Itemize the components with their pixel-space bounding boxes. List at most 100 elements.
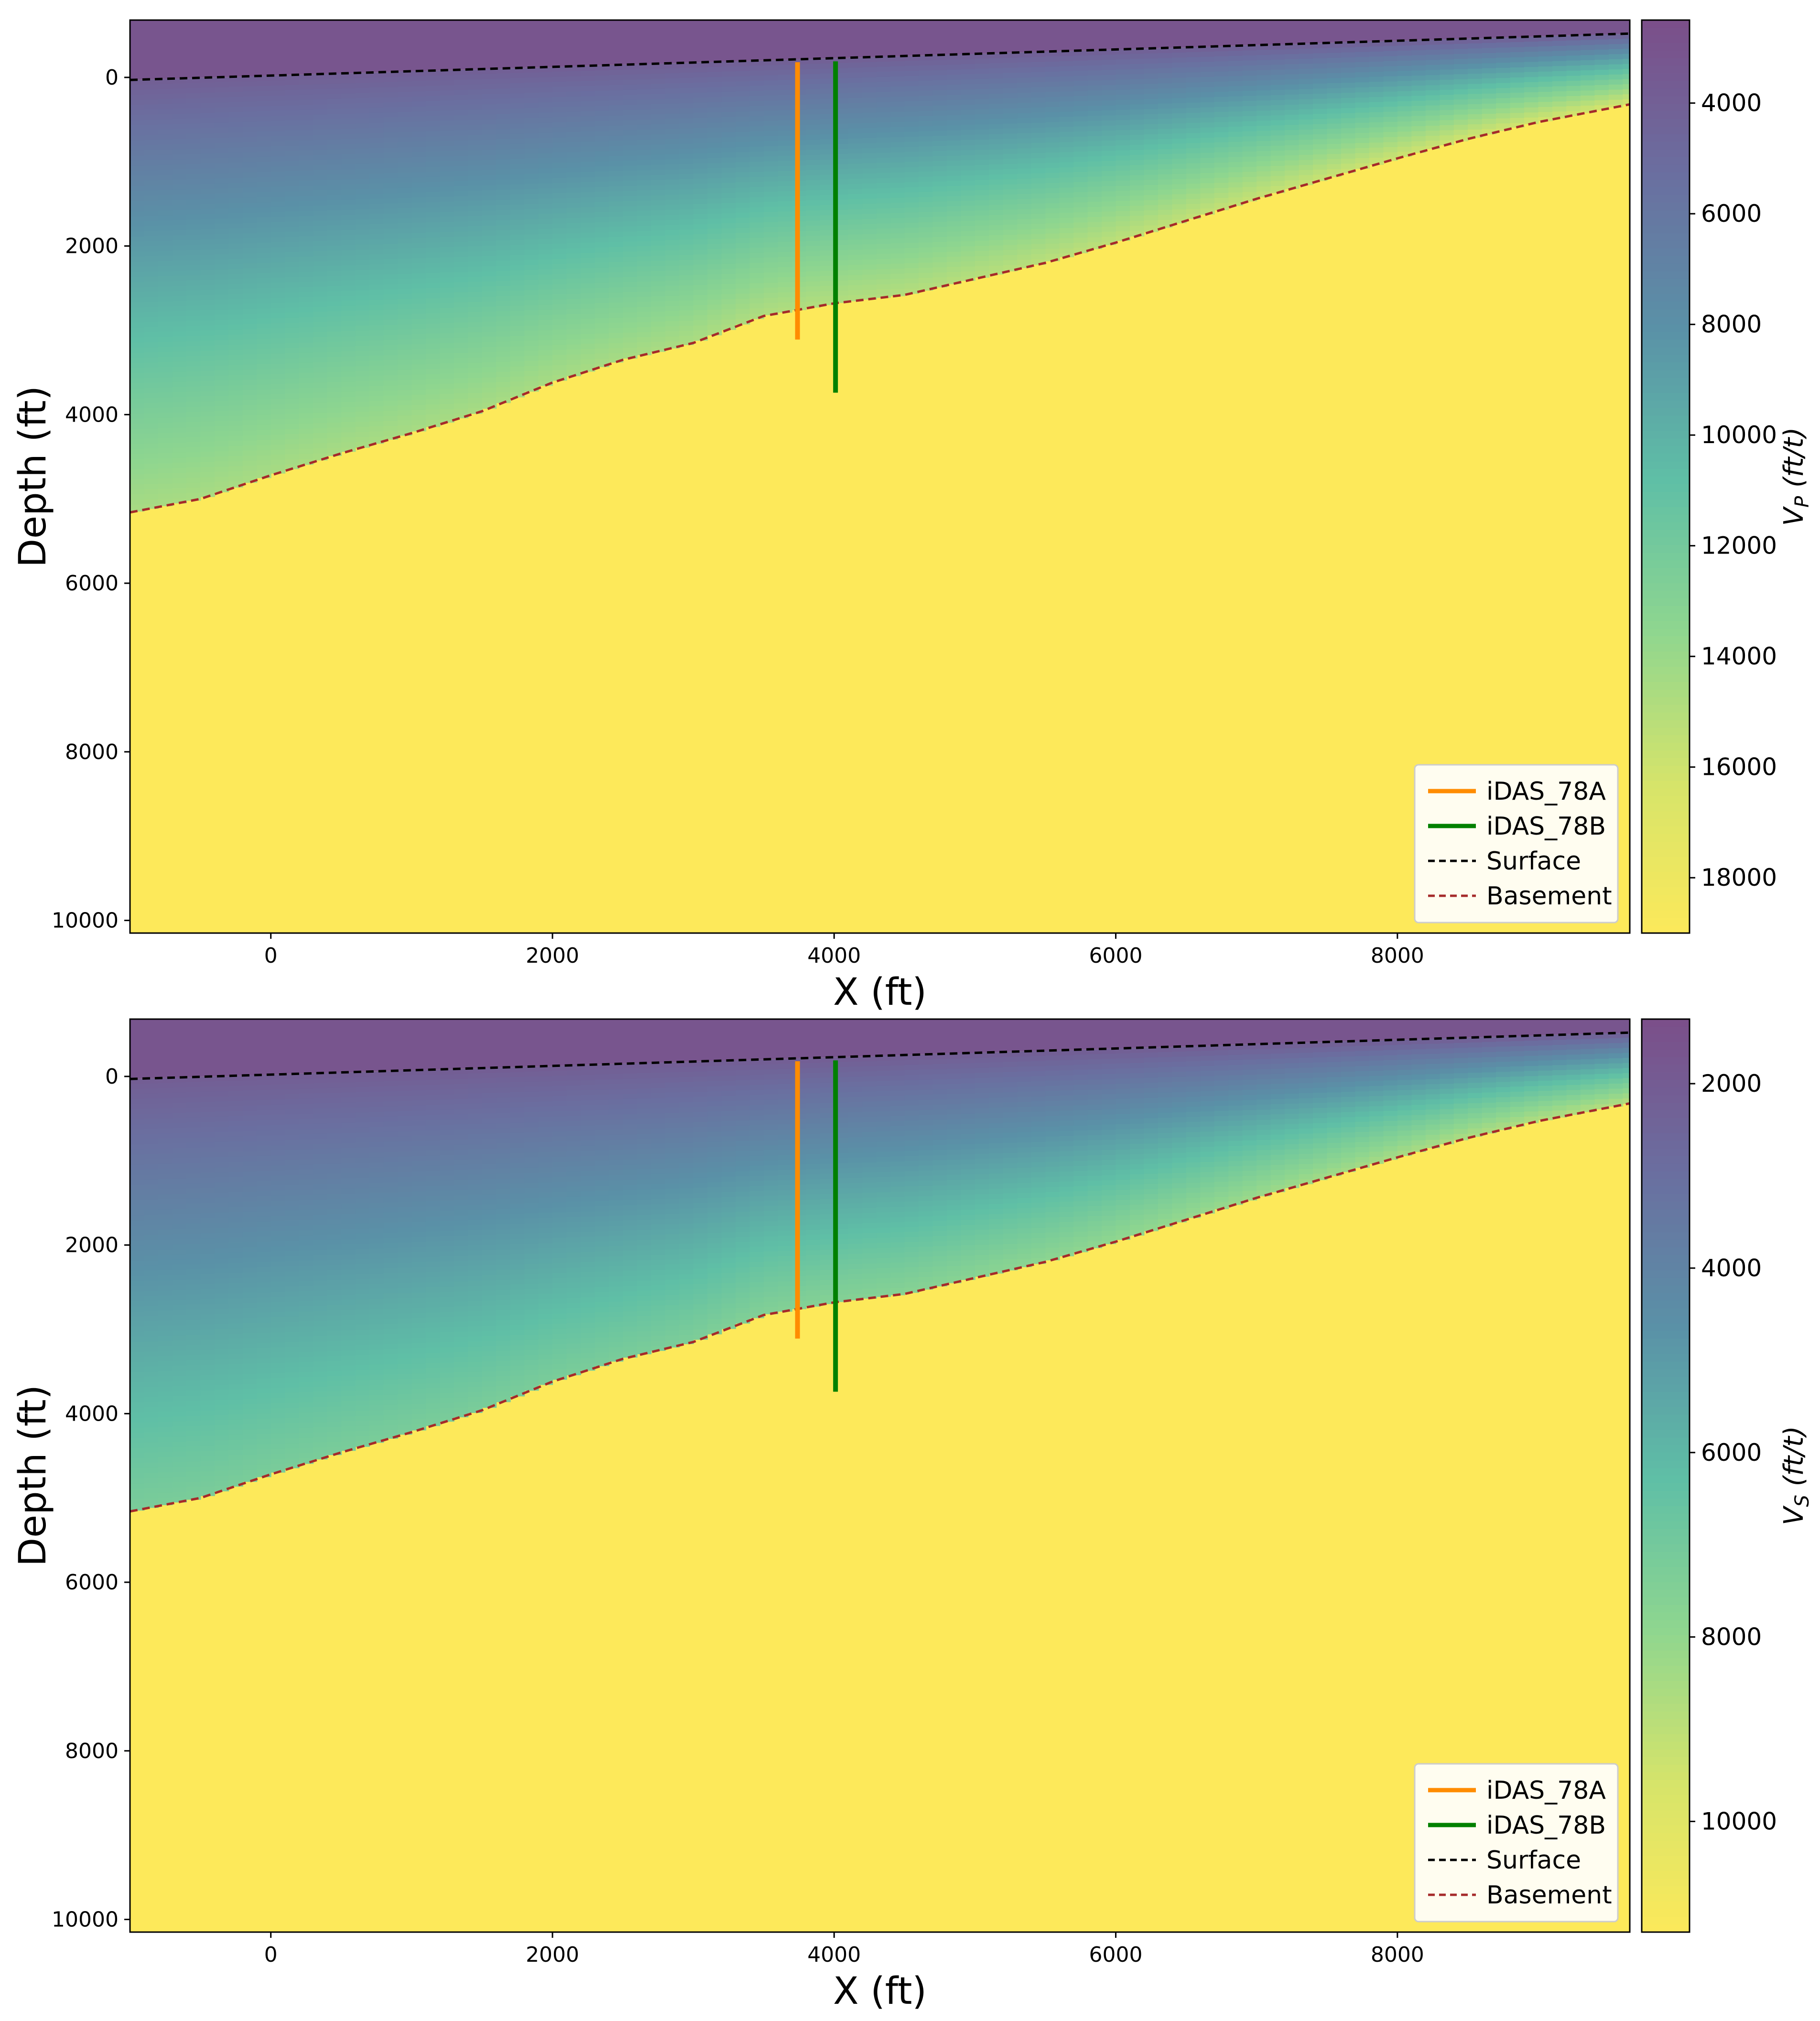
heatmap-cell — [975, 215, 990, 221]
heatmap-cell — [566, 167, 581, 173]
heatmap-cell — [144, 104, 159, 110]
heatmap-cell — [412, 404, 426, 411]
heatmap-cell — [1214, 97, 1229, 103]
heatmap-cell — [876, 137, 891, 143]
heatmap-cell — [904, 192, 920, 198]
heatmap-cell — [778, 221, 792, 228]
heatmap-cell — [707, 269, 722, 275]
heatmap-cell — [200, 87, 215, 93]
heatmap-cell — [369, 284, 384, 291]
heatmap-cell — [144, 443, 159, 449]
heatmap-cell — [904, 258, 920, 264]
heatmap-cell — [595, 116, 609, 122]
heatmap-cell — [383, 340, 398, 346]
heatmap-cell — [1144, 170, 1159, 175]
heatmap-cell — [271, 434, 286, 440]
heatmap-cell — [623, 155, 638, 161]
heatmap-cell — [130, 100, 145, 106]
heatmap-cell — [327, 139, 342, 145]
heatmap-cell — [1327, 98, 1342, 104]
heatmap-cell — [200, 376, 215, 382]
heatmap-cell — [397, 112, 412, 118]
heatmap-cell — [186, 255, 201, 261]
heatmap-cell — [735, 197, 750, 203]
heatmap-cell — [313, 230, 328, 237]
heatmap-cell — [623, 85, 638, 90]
heatmap-cell — [1017, 128, 1032, 134]
heatmap-cell — [425, 166, 441, 173]
heatmap-cell — [313, 200, 328, 206]
heatmap-cell — [707, 274, 722, 280]
heatmap-cell — [623, 191, 638, 197]
heatmap-cell — [144, 221, 159, 227]
heatmap-cell — [552, 107, 567, 113]
heatmap-cell — [1172, 83, 1187, 89]
heatmap-cell — [1242, 166, 1257, 173]
heatmap-cell — [313, 271, 328, 277]
heatmap-cell — [890, 183, 905, 188]
heatmap-cell — [538, 228, 553, 235]
heatmap-cell — [989, 169, 1004, 175]
heatmap-cell — [1130, 49, 1145, 54]
heatmap-cell — [257, 106, 271, 112]
heatmap-cell — [538, 254, 553, 260]
heatmap-cell — [707, 239, 722, 245]
heatmap-cell — [876, 198, 891, 204]
heatmap-cell — [271, 348, 286, 354]
heatmap-cell — [468, 337, 483, 343]
heatmap-cell — [904, 207, 920, 213]
heatmap-cell — [228, 243, 243, 250]
heatmap-cell — [1003, 255, 1018, 261]
heatmap-cell — [440, 181, 455, 187]
heatmap-cell — [228, 157, 243, 163]
heatmap-cell — [130, 403, 145, 409]
heatmap-cell — [1270, 171, 1286, 177]
heatmap-cell — [285, 211, 300, 217]
heatmap-cell — [172, 225, 187, 231]
heatmap-cell — [228, 380, 243, 386]
heatmap-cell — [919, 227, 933, 233]
heatmap-cell — [721, 304, 736, 310]
heatmap-cell — [425, 156, 441, 163]
heatmap-cell — [1200, 203, 1215, 209]
heatmap-cell — [946, 216, 962, 222]
heatmap-cell — [228, 279, 243, 285]
heatmap-cell — [440, 227, 455, 233]
heatmap-cell — [834, 295, 849, 302]
heatmap-cell — [200, 178, 215, 185]
heatmap-cell — [693, 214, 708, 220]
heatmap-cell — [440, 318, 455, 324]
heatmap-cell — [848, 169, 863, 174]
heatmap-cell — [1144, 74, 1159, 79]
heatmap-cell — [242, 76, 258, 82]
heatmap-cell — [932, 60, 947, 66]
heatmap-cell — [271, 277, 286, 283]
heatmap-cell — [1031, 178, 1046, 184]
heatmap-cell — [989, 215, 1004, 221]
heatmap-cell — [271, 318, 286, 324]
heatmap-cell — [1313, 88, 1328, 95]
heatmap-cell — [1257, 85, 1271, 91]
heatmap-cell — [412, 137, 426, 142]
heatmap-cell — [1257, 130, 1271, 137]
heatmap-cell — [1102, 231, 1116, 238]
heatmap-cell — [144, 453, 159, 459]
heatmap-cell — [1242, 141, 1257, 147]
heatmap-cell — [130, 368, 145, 374]
heatmap-cell — [1257, 141, 1271, 147]
heatmap-cell — [327, 291, 342, 297]
heatmap-cell — [595, 126, 609, 132]
heatmap-cell — [468, 266, 483, 272]
heatmap-cell — [313, 261, 328, 267]
heatmap-cell — [271, 262, 286, 268]
heatmap-cell — [721, 71, 736, 77]
heatmap-cell — [566, 142, 581, 148]
heatmap-cell — [1087, 217, 1103, 223]
heatmap-cell — [1003, 270, 1018, 272]
heatmap-cell — [763, 277, 779, 283]
heatmap-cell — [1003, 139, 1018, 144]
heatmap-cell — [482, 175, 497, 181]
heatmap-cell — [1228, 192, 1243, 198]
heatmap-cell — [144, 332, 159, 338]
heatmap-cell — [524, 340, 539, 347]
